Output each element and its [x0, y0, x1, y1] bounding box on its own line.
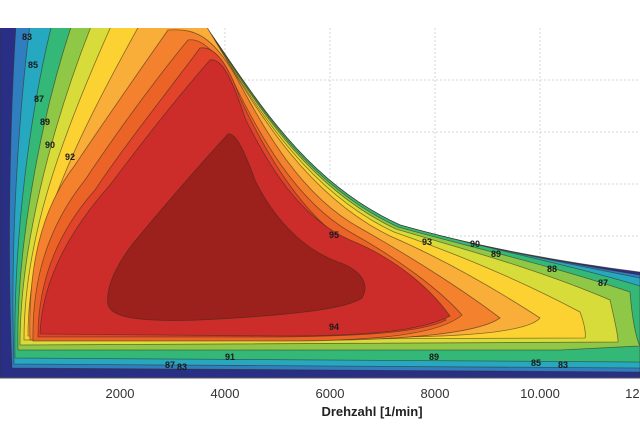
- contour-label-93: 93: [422, 237, 432, 247]
- x-tick-label: 2000: [106, 386, 135, 401]
- contour-label-92: 92: [65, 152, 75, 162]
- contour-label-87: 87: [165, 360, 175, 370]
- contour-label-90: 90: [470, 239, 480, 249]
- contour-label-90: 90: [45, 140, 55, 150]
- contour-label-87: 87: [598, 278, 608, 288]
- contour-band-96: [107, 133, 366, 321]
- contour-bands: [0, 28, 640, 378]
- x-tick-label: 4000: [211, 386, 240, 401]
- x-axis-label: Drehzahl [1/min]: [321, 404, 422, 419]
- contour-label-83: 83: [558, 360, 568, 370]
- x-tick-label: 8000: [421, 386, 450, 401]
- contour-label-88: 88: [547, 264, 557, 274]
- contour-label-85: 85: [28, 60, 38, 70]
- contour-label-89: 89: [40, 117, 50, 127]
- contour-label-87: 87: [34, 94, 44, 104]
- contour-label-91: 91: [225, 352, 235, 362]
- x-tick-label: 6000: [316, 386, 345, 401]
- contour-label-83: 83: [177, 362, 187, 372]
- contour-label-89: 89: [429, 352, 439, 362]
- x-tick-label: 12.000: [625, 386, 640, 401]
- contour-label-95: 95: [329, 230, 339, 240]
- x-tick-label: 10.000: [520, 386, 560, 401]
- contour-label-89: 89: [491, 249, 501, 259]
- x-axis-ticks: 2000 4000 6000 8000 10.000 12.000: [106, 386, 640, 401]
- contour-label-83: 83: [22, 32, 32, 42]
- contour-label-94: 94: [329, 322, 339, 332]
- contour-label-85: 85: [531, 358, 541, 368]
